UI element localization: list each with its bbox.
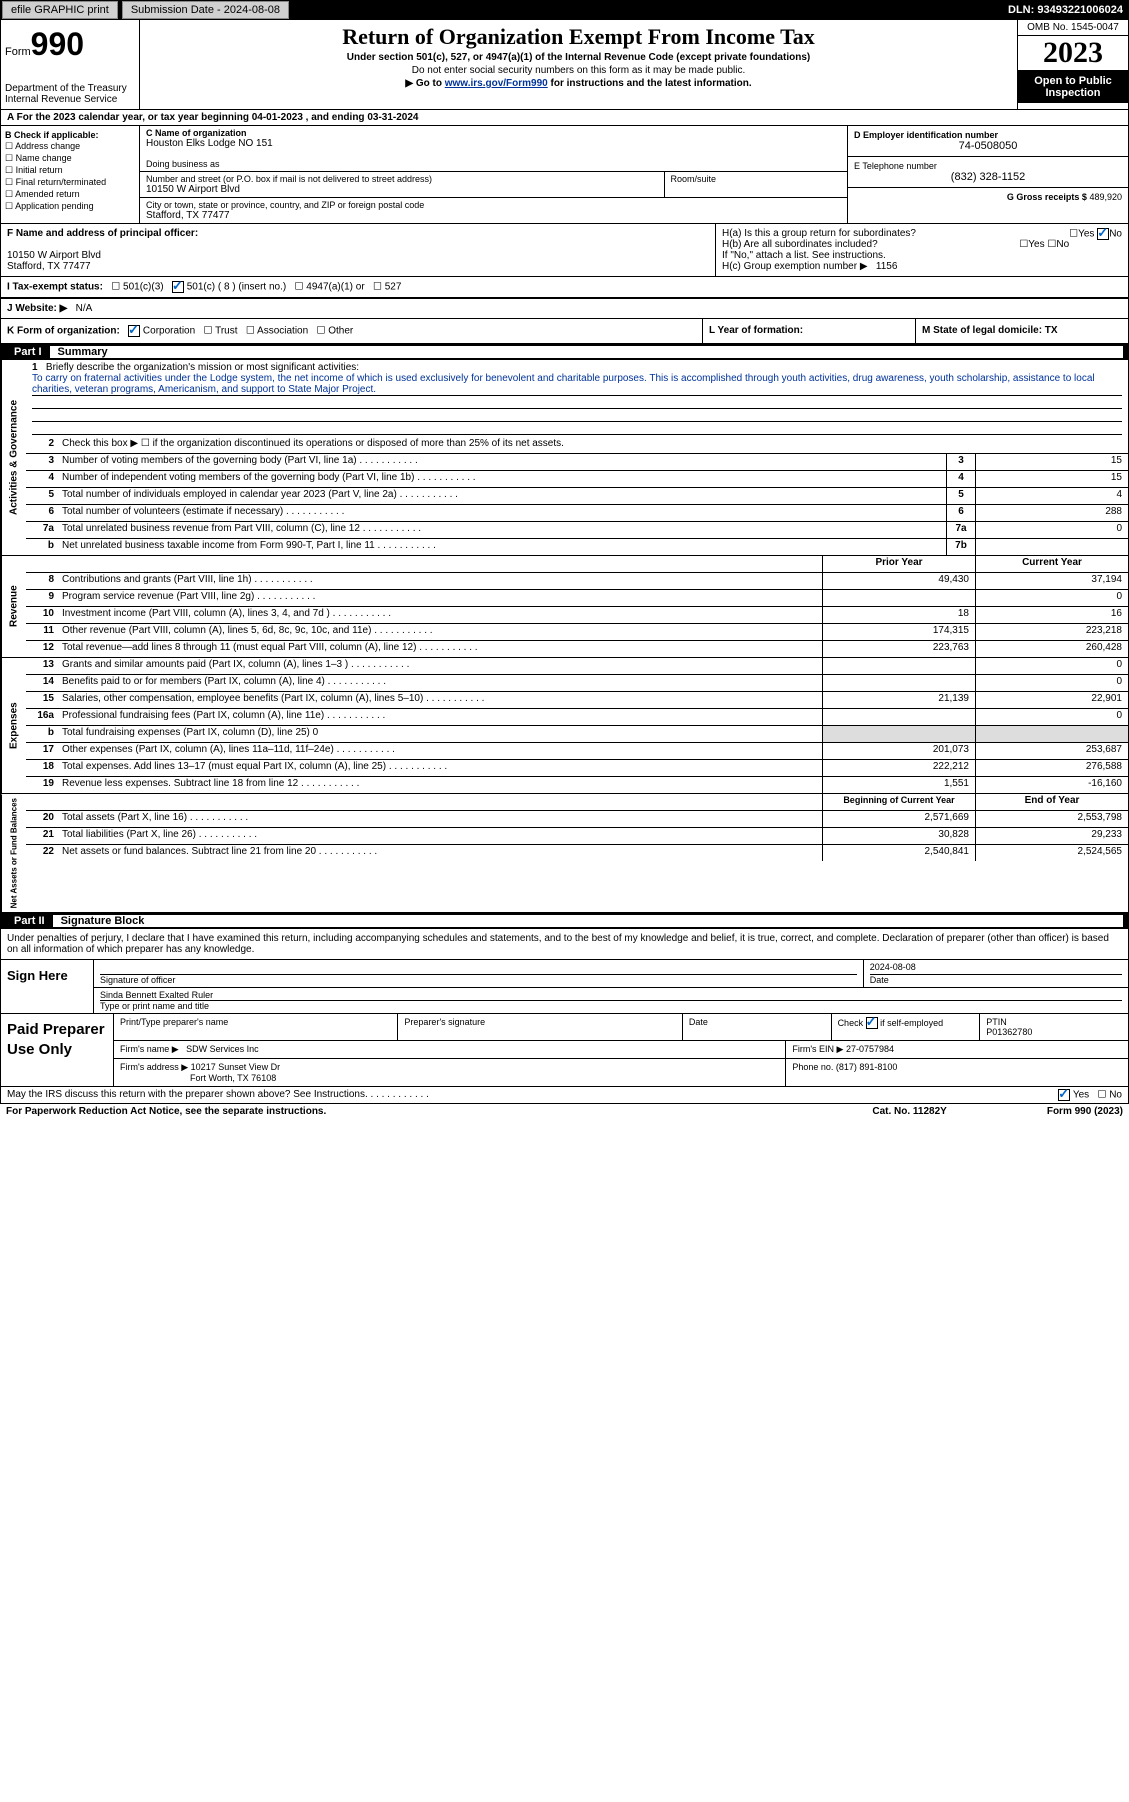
gross-receipts: 489,920 — [1089, 192, 1122, 202]
org-name: Houston Elks Lodge NO 151 — [146, 138, 841, 149]
part2-header: Part II Signature Block — [0, 913, 1129, 929]
summary-row: 19Revenue less expenses. Subtract line 1… — [26, 777, 1128, 793]
summary-row: bNet unrelated business taxable income f… — [26, 539, 1128, 555]
form-number: 990 — [31, 26, 84, 62]
summary-row: 5Total number of individuals employed in… — [26, 488, 1128, 505]
tax-year: 2023 — [1018, 36, 1128, 71]
officer-name: Sinda Bennett Exalted Ruler — [100, 990, 1122, 1001]
form-prefix: Form — [5, 46, 31, 58]
summary-row: 3Number of voting members of the governi… — [26, 454, 1128, 471]
section-c: C Name of organization Houston Elks Lodg… — [140, 126, 847, 223]
topbar: efile GRAPHIC print Submission Date - 20… — [0, 0, 1129, 20]
summary-row: 12Total revenue—add lines 8 through 11 (… — [26, 641, 1128, 657]
section-d: D Employer identification number 74-0508… — [847, 126, 1128, 223]
summary-row: 11Other revenue (Part VIII, column (A), … — [26, 624, 1128, 641]
section-h: H(a) Is this a group return for subordin… — [715, 224, 1128, 276]
summary-row: 21Total liabilities (Part X, line 26)30,… — [26, 828, 1128, 845]
summary-row: 4Number of independent voting members of… — [26, 471, 1128, 488]
line-a: A For the 2023 calendar year, or tax yea… — [0, 110, 1129, 126]
form-footer-label: Form 990 (2023) — [1047, 1106, 1123, 1117]
form-subtitle: Under section 501(c), 527, or 4947(a)(1)… — [144, 52, 1013, 63]
summary-row: 17Other expenses (Part IX, column (A), l… — [26, 743, 1128, 760]
dept-label: Department of the Treasury Internal Reve… — [5, 83, 135, 105]
ptin-value: P01362780 — [986, 1027, 1032, 1037]
firm-ein: 27-0757984 — [846, 1044, 894, 1054]
form-title: Return of Organization Exempt From Incom… — [144, 24, 1013, 50]
mission-text: To carry on fraternal activities under t… — [32, 373, 1122, 396]
vtab-revenue: Revenue — [1, 556, 26, 657]
section-f: F Name and address of principal officer:… — [1, 224, 715, 276]
paperwork-notice: For Paperwork Reduction Act Notice, see … — [6, 1106, 872, 1117]
summary-row: 14Benefits paid to or for members (Part … — [26, 675, 1128, 692]
summary-row: 20Total assets (Part X, line 16)2,571,66… — [26, 811, 1128, 828]
firm-phone: (817) 891-8100 — [836, 1062, 898, 1072]
omb-number: OMB No. 1545-0047 — [1018, 20, 1128, 36]
ssn-note: Do not enter social security numbers on … — [144, 65, 1013, 76]
summary-row: 6Total number of volunteers (estimate if… — [26, 505, 1128, 522]
perjury-text: Under penalties of perjury, I declare th… — [0, 929, 1129, 960]
form-header: Form990 Department of the Treasury Inter… — [0, 20, 1129, 110]
goto-link[interactable]: www.irs.gov/Form990 — [445, 78, 548, 89]
summary-row: 2Check this box ▶ ☐ if the organization … — [26, 437, 1128, 454]
section-b: B Check if applicable: ☐ Address change … — [1, 126, 140, 223]
summary-row: 9Program service revenue (Part VIII, lin… — [26, 590, 1128, 607]
firm-name: SDW Services Inc — [186, 1044, 259, 1054]
submission-button[interactable]: Submission Date - 2024-08-08 — [122, 1, 289, 19]
org-city: Stafford, TX 77477 — [146, 210, 841, 221]
vtab-governance: Activities & Governance — [1, 360, 26, 555]
section-i: I Tax-exempt status: ☐ 501(c)(3) 501(c) … — [1, 277, 1128, 298]
vtab-netassets: Net Assets or Fund Balances — [1, 794, 26, 912]
part1-header: Part I Summary — [0, 344, 1129, 360]
section-m: M State of legal domicile: TX — [915, 319, 1128, 343]
summary-row: 22Net assets or fund balances. Subtract … — [26, 845, 1128, 861]
summary-row: 10Investment income (Part VIII, column (… — [26, 607, 1128, 624]
vtab-expenses: Expenses — [1, 658, 26, 793]
sign-here-label: Sign Here — [1, 960, 94, 1013]
summary-row: bTotal fundraising expenses (Part IX, co… — [26, 726, 1128, 743]
summary-row: 18Total expenses. Add lines 13–17 (must … — [26, 760, 1128, 777]
dln-label: DLN: 93493221006024 — [1002, 2, 1129, 18]
discuss-question: May the IRS discuss this return with the… — [7, 1089, 1058, 1101]
summary-row: 15Salaries, other compensation, employee… — [26, 692, 1128, 709]
summary-row: 13Grants and similar amounts paid (Part … — [26, 658, 1128, 675]
paid-preparer-label: Paid Preparer Use Only — [1, 1014, 114, 1086]
summary-row: 16aProfessional fundraising fees (Part I… — [26, 709, 1128, 726]
summary-row: 8Contributions and grants (Part VIII, li… — [26, 573, 1128, 590]
section-k: K Form of organization: Corporation ☐ Tr… — [1, 319, 702, 343]
ein-value: 74-0508050 — [854, 140, 1122, 152]
efile-button[interactable]: efile GRAPHIC print — [2, 1, 118, 19]
telephone-value: (832) 328-1152 — [854, 171, 1122, 183]
summary-row: 7aTotal unrelated business revenue from … — [26, 522, 1128, 539]
section-j: J Website: ▶ N/A — [1, 299, 1128, 318]
org-address: 10150 W Airport Blvd — [146, 184, 658, 195]
cat-number: Cat. No. 11282Y — [872, 1106, 946, 1117]
section-l: L Year of formation: — [702, 319, 915, 343]
inspection-label: Open to Public Inspection — [1018, 71, 1128, 103]
goto-line: ▶ Go to www.irs.gov/Form990 for instruct… — [144, 78, 1013, 89]
